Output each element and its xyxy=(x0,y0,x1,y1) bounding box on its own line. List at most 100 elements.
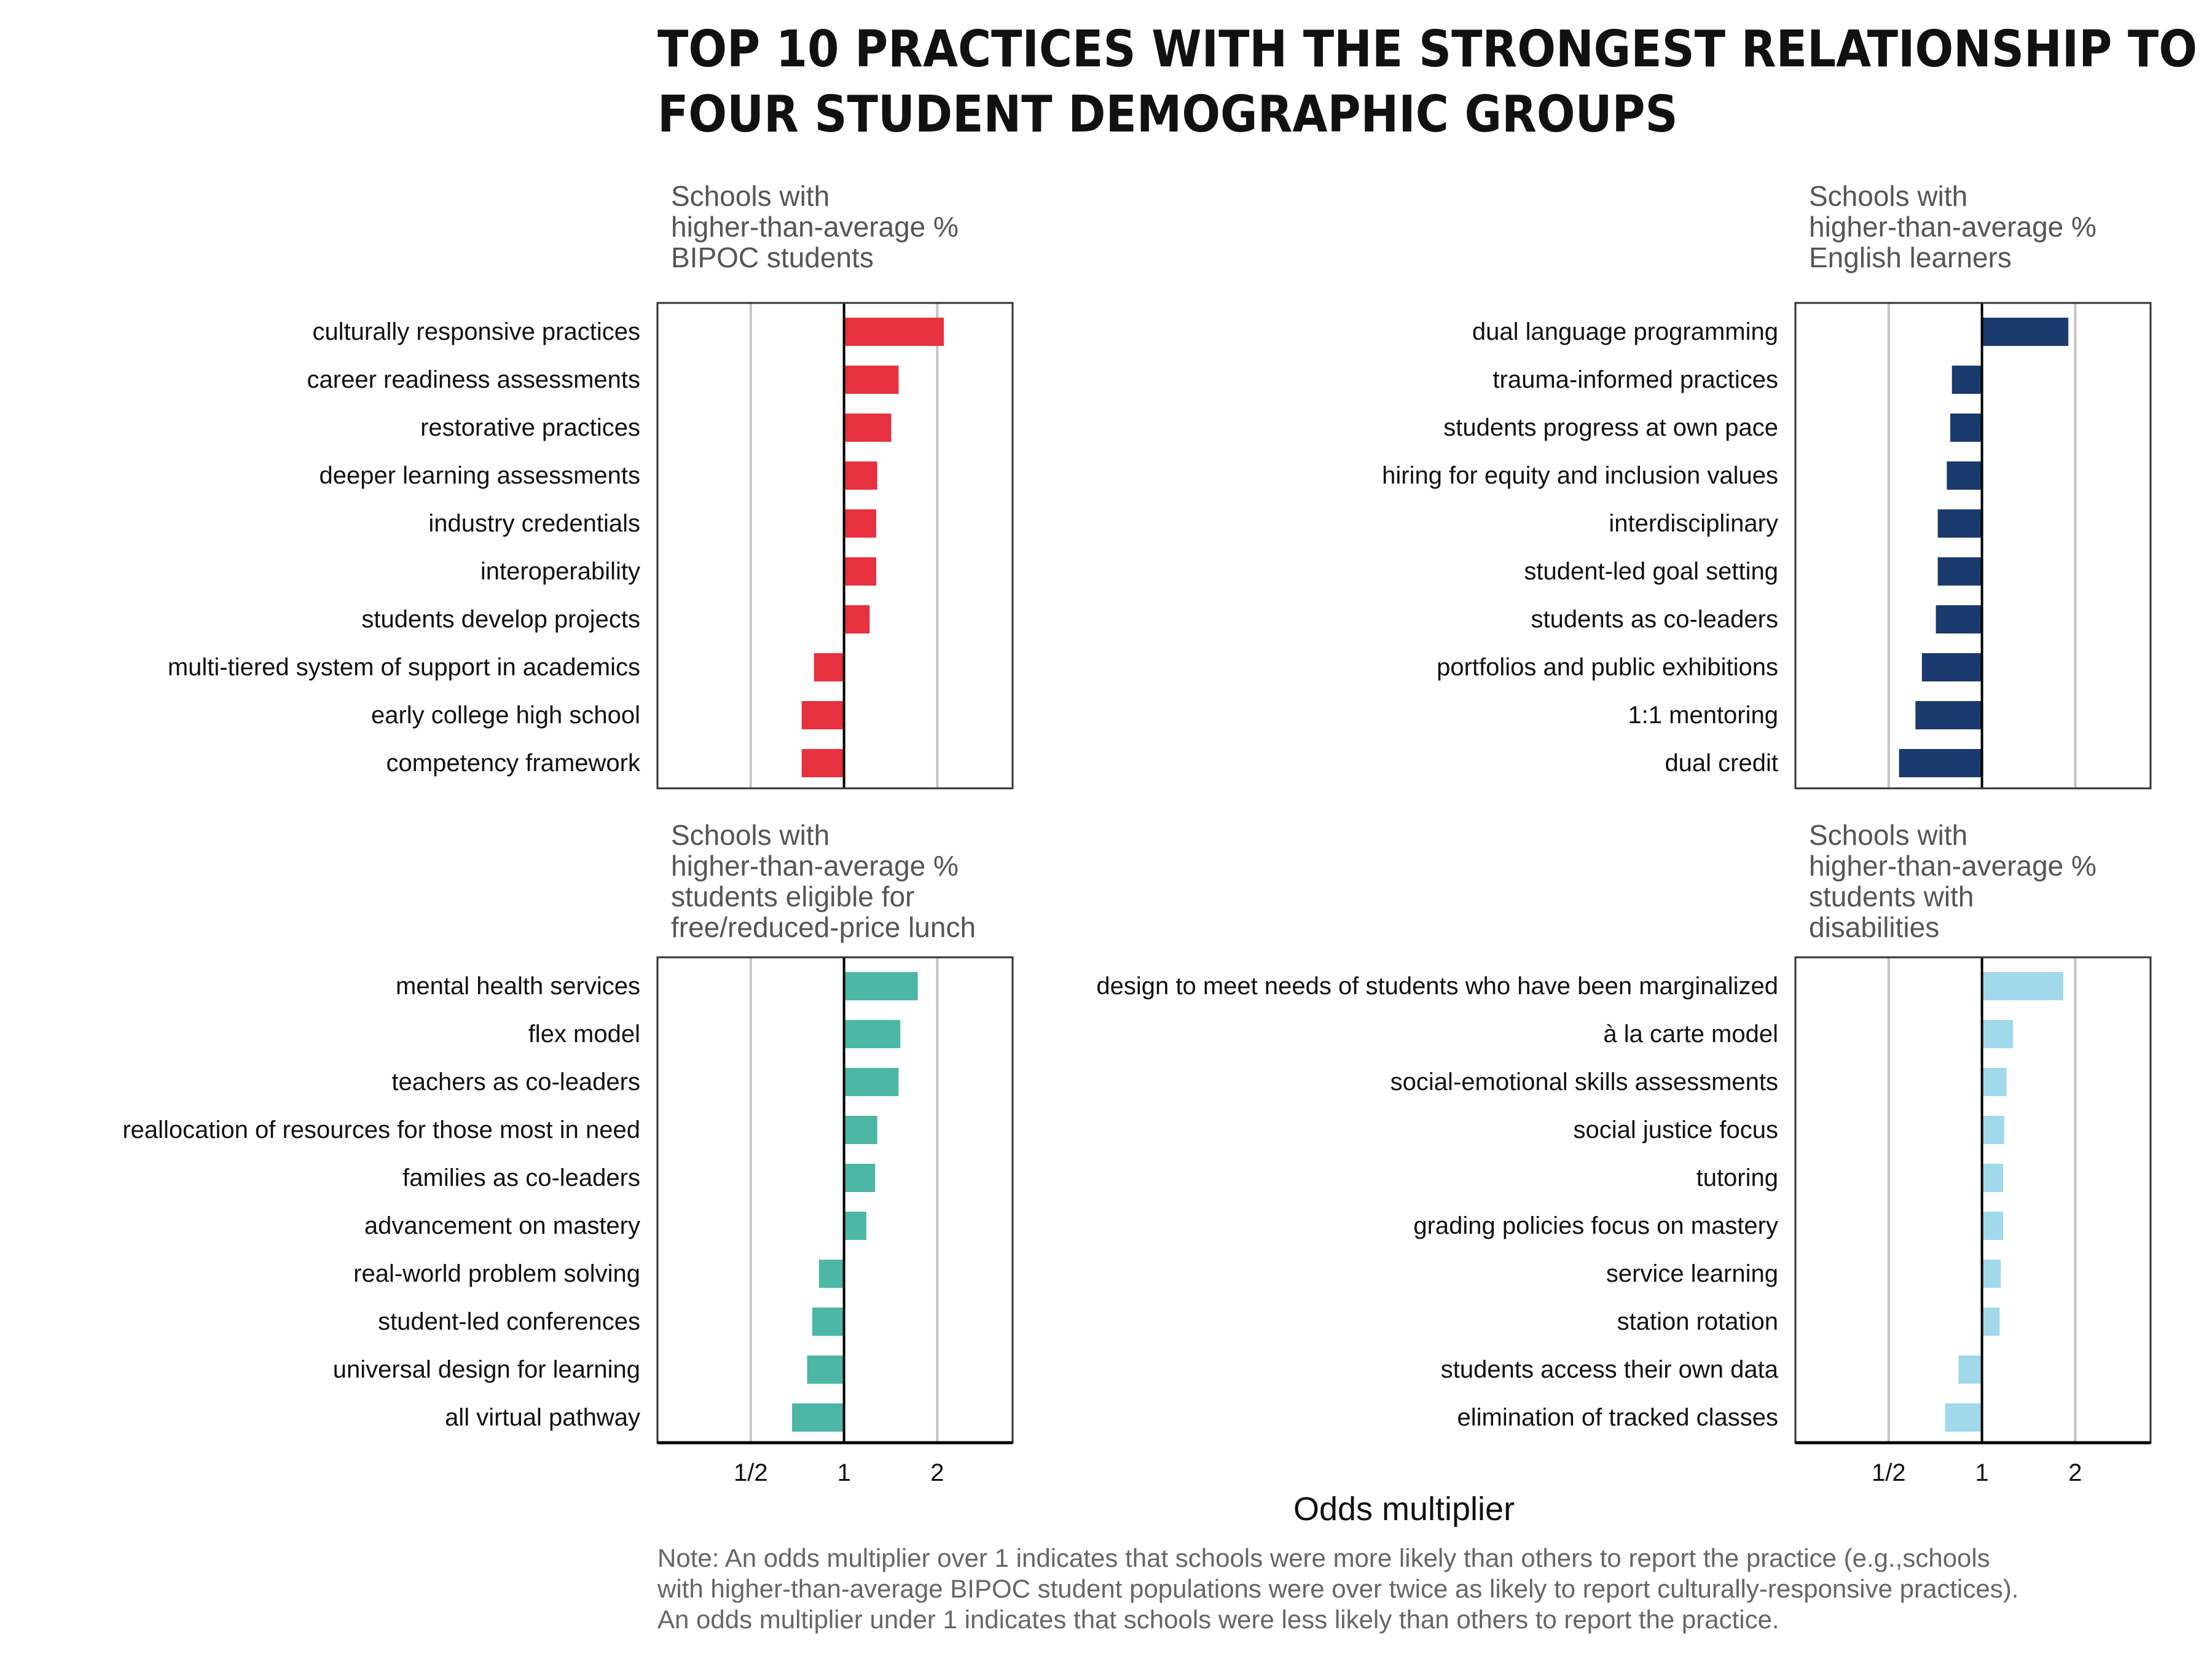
category-label: 1:1 mentoring xyxy=(1628,702,1778,729)
panel-subtitle-line: Schools with xyxy=(1809,180,1967,212)
panel-subtitle-line: Schools with xyxy=(671,819,830,851)
category-label: hiring for equity and inclusion values xyxy=(1382,462,1778,489)
category-label: career readiness assessments xyxy=(307,366,640,393)
category-label: competency framework xyxy=(386,750,641,777)
bar xyxy=(844,1068,899,1096)
category-label: à la carte model xyxy=(1603,1021,1778,1048)
category-label: student-led goal setting xyxy=(1524,558,1778,585)
bar xyxy=(1950,414,1982,442)
bar xyxy=(844,1164,876,1192)
category-label: early college high school xyxy=(371,702,640,729)
category-label: restorative practices xyxy=(420,414,640,441)
bar xyxy=(1982,1068,2007,1096)
bar xyxy=(1982,1308,2000,1336)
category-label: reallocation of resources for those most… xyxy=(122,1116,640,1143)
category-label: dual language programming xyxy=(1472,318,1778,345)
x-tick-label: 1 xyxy=(1975,1459,1988,1486)
bar xyxy=(1947,461,1982,490)
bar xyxy=(844,461,877,490)
category-label: advancement on mastery xyxy=(364,1212,640,1239)
category-label: portfolios and public exhibitions xyxy=(1437,654,1778,681)
bar xyxy=(844,1116,877,1144)
x-tick-label: 1 xyxy=(837,1459,850,1486)
x-axis-label: Odds multiplier xyxy=(1293,1491,1515,1528)
category-label: flex model xyxy=(528,1021,640,1048)
bar xyxy=(814,653,844,681)
category-label: grading policies focus on mastery xyxy=(1413,1212,1778,1239)
bar xyxy=(1945,1403,1982,1432)
x-tick-label: 2 xyxy=(2068,1459,2082,1486)
category-label: interdisciplinary xyxy=(1609,510,1778,537)
category-label: real-world problem solving xyxy=(353,1260,640,1287)
category-label: trauma-informed practices xyxy=(1492,366,1778,393)
bar xyxy=(1982,1164,2004,1192)
bar xyxy=(1951,366,1982,394)
panel-subtitle-line: free/reduced-price lunch xyxy=(671,911,976,943)
category-label: students as co-leaders xyxy=(1531,606,1778,633)
panel-subtitle-line: English learners xyxy=(1809,241,2012,273)
category-label: dual credit xyxy=(1665,750,1778,777)
category-label: students access their own data xyxy=(1441,1356,1779,1383)
bar xyxy=(801,701,844,729)
panel-subtitle-line: Schools with xyxy=(1809,819,1967,851)
category-label: culturally responsive practices xyxy=(312,318,640,345)
category-label: design to meet needs of students who hav… xyxy=(1096,973,1778,1000)
bar xyxy=(844,972,918,1000)
panel-subtitle-line: Schools with xyxy=(671,180,830,212)
bar xyxy=(792,1403,844,1432)
bar xyxy=(844,1020,901,1048)
note-line-2: with higher-than-average BIPOC student p… xyxy=(657,1574,2018,1603)
category-label: teachers as co-leaders xyxy=(391,1069,640,1096)
x-tick-label: 1/2 xyxy=(734,1459,768,1486)
category-label: industry credentials xyxy=(428,510,640,537)
panel-subtitle-line: higher-than-average % xyxy=(671,211,959,243)
category-label: station rotation xyxy=(1617,1308,1778,1335)
panel-subtitle-line: disabilities xyxy=(1809,911,1939,943)
bar xyxy=(1958,1355,1982,1384)
category-label: service learning xyxy=(1606,1260,1778,1287)
category-label: students develop projects xyxy=(361,606,640,633)
bar xyxy=(844,366,899,394)
bar xyxy=(1982,1116,2004,1144)
bar xyxy=(1899,749,1982,777)
bar xyxy=(801,749,844,777)
bar xyxy=(807,1355,844,1384)
category-label: tutoring xyxy=(1696,1164,1778,1191)
chart-title-line-1: TOP 10 PRACTICES WITH THE STRONGEST RELA… xyxy=(657,20,2197,79)
category-label: families as co-leaders xyxy=(402,1164,640,1191)
note-line-3: An odds multiplier under 1 indicates tha… xyxy=(657,1605,1779,1634)
panel-subtitle-line: students eligible for xyxy=(671,880,914,912)
bar xyxy=(844,557,876,586)
bar xyxy=(812,1308,844,1336)
x-tick-label: 2 xyxy=(930,1459,944,1486)
category-label: students progress at own pace xyxy=(1443,414,1778,441)
bar xyxy=(818,1260,844,1288)
bar xyxy=(844,318,944,346)
category-label: interoperability xyxy=(480,558,640,585)
category-label: student-led conferences xyxy=(378,1308,640,1335)
panel-subtitle-line: students with xyxy=(1809,880,1974,912)
panel-frame xyxy=(1794,302,2152,790)
note-line-1: Note: An odds multiplier over 1 indicate… xyxy=(657,1543,1990,1572)
bar xyxy=(1915,701,1982,729)
panel-subtitle-line: higher-than-average % xyxy=(671,850,959,882)
category-label: universal design for learning xyxy=(333,1356,640,1383)
bar xyxy=(1937,509,1982,538)
category-label: deeper learning assessments xyxy=(319,462,640,489)
bar xyxy=(1982,972,2063,1000)
panel-frame xyxy=(656,302,1014,790)
category-label: all virtual pathway xyxy=(445,1404,640,1431)
category-label: elimination of tracked classes xyxy=(1457,1404,1778,1431)
bar xyxy=(1982,318,2069,346)
bar xyxy=(844,1212,866,1240)
bar xyxy=(844,509,876,538)
bar xyxy=(1936,605,1982,633)
chart-title-line-2: FOUR STUDENT DEMOGRAPHIC GROUPS xyxy=(657,85,1678,144)
panel-subtitle-line: higher-than-average % xyxy=(1809,211,2096,243)
bar xyxy=(844,605,870,633)
bar xyxy=(1937,557,1982,586)
